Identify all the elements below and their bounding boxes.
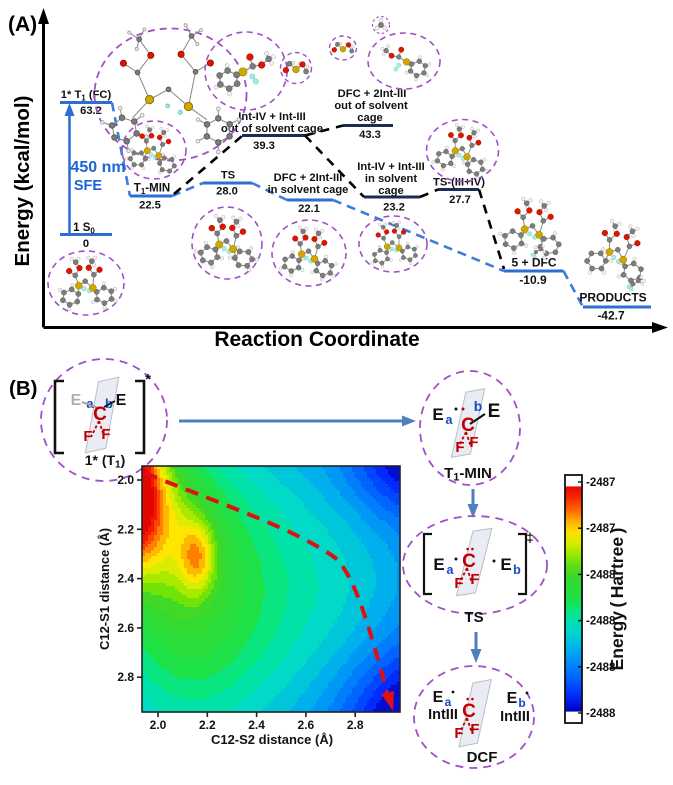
svg-text:a: a	[446, 413, 454, 427]
svg-text:PRODUCTS: PRODUCTS	[579, 291, 646, 305]
svg-text:F: F	[469, 434, 478, 451]
svg-text:22.5: 22.5	[139, 200, 161, 212]
svg-text:-42.7: -42.7	[597, 309, 625, 323]
svg-text:E: E	[433, 555, 444, 574]
svg-text:(A): (A)	[8, 13, 37, 36]
svg-text:43.3: 43.3	[359, 129, 381, 141]
svg-text:F: F	[455, 439, 464, 456]
svg-text:T1​-MIN: T1​-MIN	[444, 465, 492, 484]
svg-text:(B): (B)	[9, 377, 37, 400]
svg-text:F: F	[101, 426, 110, 443]
svg-text:2.2: 2.2	[199, 718, 216, 732]
svg-text:63.2: 63.2	[80, 105, 102, 117]
svg-text:C12-S2 distance (Å): C12-S2 distance (Å)	[211, 732, 333, 747]
svg-text:22.1: 22.1	[298, 203, 320, 215]
svg-text:in solvent: in solvent	[365, 173, 417, 185]
svg-text:C: C	[462, 551, 476, 572]
svg-text:2.6: 2.6	[117, 621, 134, 635]
svg-text:IntIII: IntIII	[500, 709, 530, 725]
svg-text:DFC + 2Int-III: DFC + 2Int-III	[338, 88, 407, 100]
svg-text:Energy (kcal/mol): Energy (kcal/mol)	[11, 96, 34, 267]
svg-text:E: E	[71, 392, 82, 409]
svg-text:in solvent cage: in solvent cage	[268, 184, 349, 196]
svg-text:TS: TS	[464, 609, 483, 626]
svg-text:cage: cage	[378, 185, 404, 197]
svg-text:-2487: -2487	[586, 477, 615, 489]
svg-text:F: F	[83, 428, 92, 445]
svg-text:Energy ( Hartree ): Energy ( Hartree )	[607, 528, 627, 671]
svg-text:2.4: 2.4	[117, 572, 134, 586]
svg-text:TS: TS	[221, 170, 236, 182]
svg-text:b: b	[513, 563, 521, 577]
svg-text:2.8: 2.8	[347, 718, 364, 732]
svg-text:2.6: 2.6	[298, 718, 315, 732]
svg-text:DCF: DCF	[467, 749, 498, 766]
svg-text:0: 0	[83, 238, 89, 250]
svg-text:E: E	[433, 689, 444, 706]
svg-text:‡: ‡	[526, 530, 533, 545]
svg-text:E: E	[488, 401, 501, 422]
svg-text:23.2: 23.2	[383, 202, 405, 214]
svg-text:27.7: 27.7	[449, 194, 471, 206]
svg-text:E: E	[500, 555, 511, 574]
svg-text:-10.9: -10.9	[519, 273, 547, 287]
svg-text:out of solvent: out of solvent	[334, 100, 408, 112]
svg-text:IntIII: IntIII	[428, 707, 458, 723]
svg-text:E: E	[507, 690, 518, 707]
svg-text:DFC + 2Int-III: DFC + 2Int-III	[274, 172, 343, 184]
svg-text:Int-IV + Int-III: Int-IV + Int-III	[357, 161, 424, 173]
svg-text:F: F	[470, 721, 479, 738]
svg-text:F: F	[454, 575, 463, 592]
svg-text:2.8: 2.8	[117, 670, 134, 684]
svg-text:450 nm: 450 nm	[70, 159, 125, 176]
svg-text:E: E	[116, 392, 127, 409]
svg-text:1* T1​ (FC): 1* T1​ (FC)	[61, 89, 112, 103]
svg-text:C: C	[461, 415, 475, 436]
svg-text:F: F	[470, 571, 479, 588]
svg-text:F: F	[454, 725, 463, 742]
svg-text:T1​-MIN: T1​-MIN	[134, 183, 170, 197]
svg-text:cage: cage	[357, 112, 383, 124]
svg-text:*: *	[145, 371, 151, 388]
svg-text:39.3: 39.3	[253, 140, 275, 152]
svg-text:b: b	[474, 398, 483, 414]
svg-text:28.0: 28.0	[216, 186, 238, 198]
svg-text:C12-S1 distance (Å): C12-S1 distance (Å)	[97, 528, 112, 650]
svg-text:2.2: 2.2	[117, 522, 134, 536]
svg-text:a: a	[447, 563, 455, 577]
svg-text:2.4: 2.4	[248, 718, 265, 732]
svg-text:-2488: -2488	[586, 708, 616, 720]
svg-text:2.0: 2.0	[150, 718, 167, 732]
svg-text:Int-IV + Int-III: Int-IV + Int-III	[238, 111, 305, 123]
svg-text:2.0: 2.0	[117, 473, 134, 487]
svg-text:C: C	[462, 701, 476, 722]
svg-text:b: b	[518, 696, 525, 710]
svg-text:SFE: SFE	[74, 178, 103, 194]
svg-text:Reaction Coordinate: Reaction Coordinate	[214, 328, 419, 351]
svg-text:E: E	[432, 405, 443, 424]
